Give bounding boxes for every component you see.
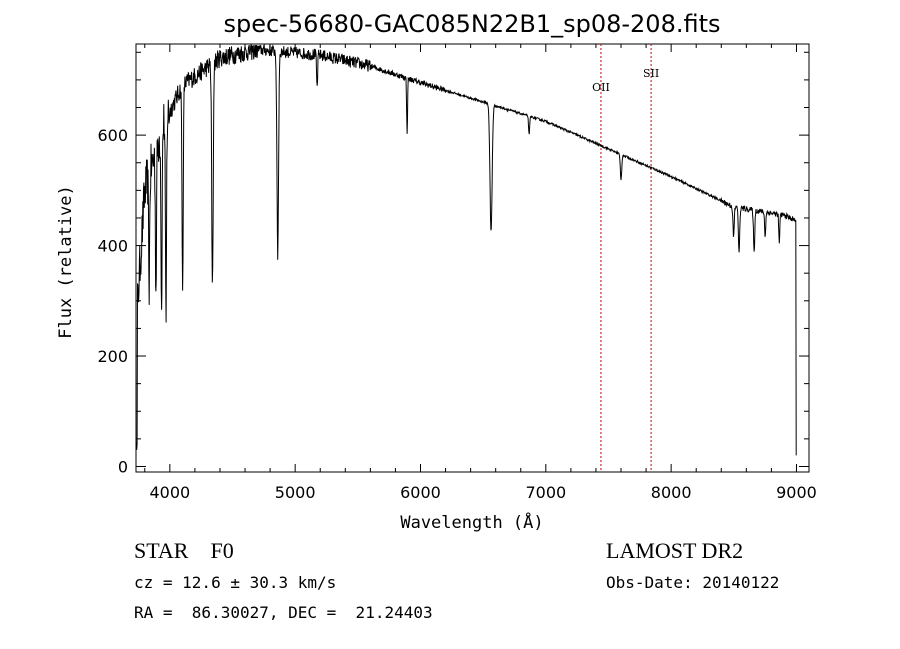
y-axis-label: Flux (relative) [56, 185, 76, 339]
x-tick-label: 4000 [149, 483, 190, 502]
spectral-marker-label: SII [643, 67, 659, 80]
spectrum-line [135, 43, 797, 456]
x-tick-label: 7000 [525, 483, 566, 502]
x-tick-label: 9000 [776, 483, 817, 502]
chart-title: spec-56680-GAC085N22B1_sp08-208.fits [223, 10, 720, 38]
spectral-marker-label: OII [592, 81, 610, 94]
marker-lines: OII SII [592, 44, 659, 472]
redshift-cz: cz = 12.6 ± 30.3 km/s [134, 573, 337, 592]
x-ticks: 4000 5000 6000 7000 8000 9000 [144, 44, 817, 502]
x-tick-label: 5000 [275, 483, 316, 502]
y-tick-label: 400 [97, 237, 128, 256]
x-tick-label: 6000 [400, 483, 441, 502]
plot-frame [135, 43, 810, 473]
x-tick-label: 8000 [651, 483, 692, 502]
obs-date: Obs-Date: 20140122 [606, 573, 780, 592]
object-class: STAR F0 [134, 538, 234, 563]
y-tick-label: 200 [97, 347, 128, 366]
survey-release: LAMOST DR2 [606, 538, 744, 563]
y-tick-label: 600 [97, 126, 128, 145]
y-tick-label: 0 [118, 457, 128, 476]
ra-dec: RA = 86.30027, DEC = 21.24403 [134, 603, 433, 622]
y-ticks: 0 200 400 600 [97, 51, 809, 476]
x-axis-label: Wavelength (Å) [400, 511, 543, 533]
